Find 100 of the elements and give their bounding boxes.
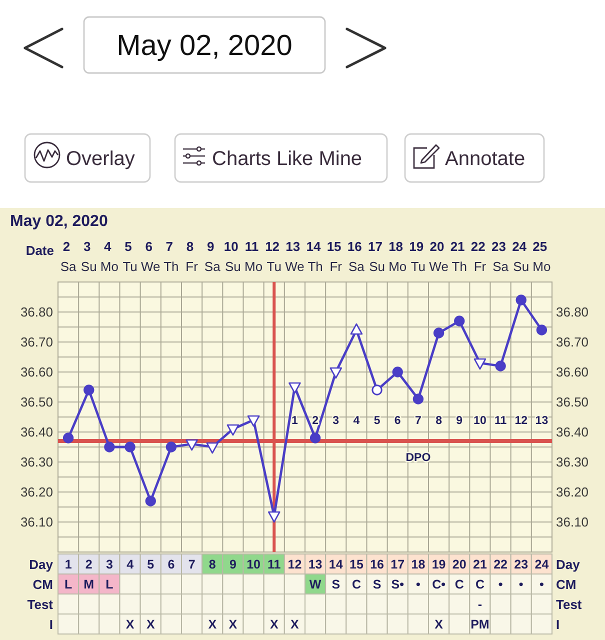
annotation: 9 xyxy=(456,415,463,427)
point xyxy=(124,442,136,452)
text: • xyxy=(540,578,544,592)
x-tick-label: 18 Mo xyxy=(388,239,407,274)
point xyxy=(516,294,526,306)
text: C xyxy=(352,578,361,592)
point xyxy=(412,394,424,404)
text: X xyxy=(208,618,217,632)
annotation: 5 xyxy=(374,415,381,427)
point xyxy=(495,360,506,372)
text: • xyxy=(518,578,524,592)
point xyxy=(288,382,301,394)
text: Overlay xyxy=(66,148,135,170)
annotation: 10 xyxy=(474,415,486,427)
x-tick-label: 23 Sa xyxy=(491,239,510,274)
x-tick-label: 3 Su xyxy=(80,239,97,274)
text: Annotate xyxy=(445,148,526,170)
text: Charts Like Mine xyxy=(212,148,362,170)
x-tick-label: 5 Tu xyxy=(122,239,138,274)
text: 5 xyxy=(147,558,154,572)
text: 6 xyxy=(168,558,175,572)
text: 13 xyxy=(308,558,322,572)
annotation: 3 xyxy=(332,415,340,427)
text: 10 xyxy=(246,558,260,572)
text: 24 xyxy=(534,558,549,572)
text: - xyxy=(478,598,482,612)
text: 12 xyxy=(288,558,302,572)
x-tick-label: 17 Su xyxy=(368,239,385,274)
x-tick-label: 12 Tu xyxy=(265,239,282,274)
x-tick-label: 6 We xyxy=(140,239,160,274)
x-tick-label: 15 Fr xyxy=(326,239,343,274)
x-tick-label: 21 Th xyxy=(450,239,467,274)
text: 14 xyxy=(328,558,343,572)
text: 16 xyxy=(370,558,384,572)
y-tick-label: 36.20 xyxy=(20,484,53,500)
text: 2 xyxy=(85,558,92,572)
text: 9 xyxy=(229,558,236,572)
point xyxy=(84,384,94,396)
text: X xyxy=(290,618,299,632)
text: 17 xyxy=(390,558,405,572)
x-tick-label: 7 Th xyxy=(164,239,179,274)
text: 20 xyxy=(452,558,466,572)
text: 4 xyxy=(126,558,134,572)
annotation: 6 xyxy=(394,415,401,427)
text: S xyxy=(372,578,382,592)
text: W xyxy=(309,578,322,592)
text: 15 xyxy=(350,558,364,572)
text: X xyxy=(434,618,443,632)
y-tick-label: 36.70 xyxy=(20,334,53,350)
point xyxy=(166,442,177,452)
point xyxy=(186,439,198,451)
point xyxy=(392,366,403,378)
y-tick-label: 36.30 xyxy=(20,454,53,470)
text: • xyxy=(416,578,420,592)
text: C xyxy=(454,578,464,592)
text: X xyxy=(126,618,134,632)
y-tick-label: 36.10 xyxy=(20,514,53,530)
y-tick-label: Day xyxy=(556,557,581,572)
annotation: 2 xyxy=(312,415,318,427)
x-tick-label: 11 Mo xyxy=(244,239,263,274)
text: X xyxy=(146,618,155,632)
text: X xyxy=(270,618,278,632)
x-axis-title: Date xyxy=(26,243,54,258)
y-tick-label: 36.40 xyxy=(20,424,53,440)
y-tick-label: 36.60 xyxy=(20,364,53,380)
point xyxy=(226,424,240,436)
text: • xyxy=(498,578,503,592)
x-tick-label: 14 Th xyxy=(306,239,323,274)
x-tick-label: 16 Sa xyxy=(347,239,366,274)
text: M xyxy=(84,578,94,592)
x-tick-label: 22 Fr xyxy=(470,239,487,274)
point xyxy=(454,316,465,326)
point xyxy=(145,496,156,506)
point xyxy=(372,384,382,396)
y-tick-label: I xyxy=(556,617,560,632)
y-tick-label: 36.80 xyxy=(20,304,53,320)
text: 3 xyxy=(106,558,113,572)
x-tick-label: 10 Su xyxy=(224,239,241,274)
point xyxy=(474,358,486,370)
text: X xyxy=(228,618,238,632)
text: 8 xyxy=(208,558,216,572)
point xyxy=(350,323,363,335)
annotation: DPO xyxy=(406,452,431,464)
x-tick-label: 9 Sa xyxy=(204,239,222,274)
text: C xyxy=(475,578,484,592)
text: 21 xyxy=(473,558,487,572)
annotation: 7 xyxy=(415,415,422,427)
y-tick-label: CM xyxy=(556,577,576,592)
y-tick-label: 36.50 xyxy=(20,394,53,410)
text: 23 xyxy=(514,558,528,572)
text: 11 xyxy=(268,558,281,572)
annotation: 11 xyxy=(494,415,508,427)
point xyxy=(330,367,342,379)
text: 22 xyxy=(494,558,508,572)
annotation: 8 xyxy=(436,415,443,427)
x-tick-label: 8 Fr xyxy=(186,239,199,274)
chart-title: May 02, 2020 xyxy=(10,213,108,230)
text: 7 xyxy=(188,558,196,572)
point xyxy=(268,511,280,523)
x-tick-label: 25 Mo xyxy=(532,239,551,274)
